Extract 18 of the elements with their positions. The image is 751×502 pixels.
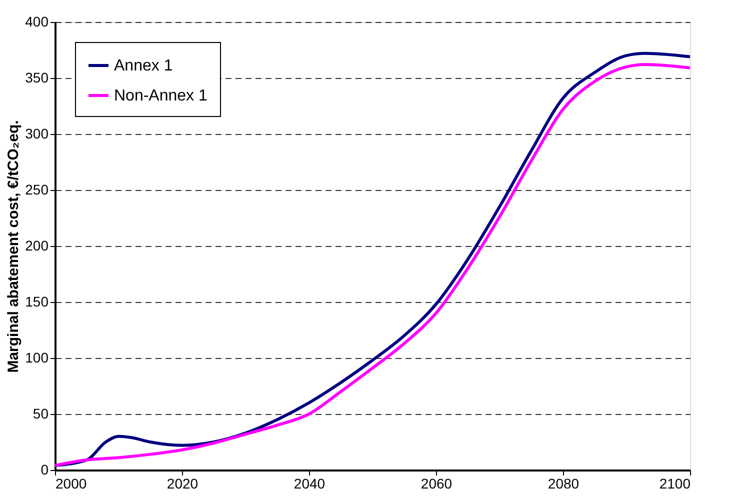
x-tick-label: 2060 (420, 476, 452, 492)
y-tick-label: 300 (25, 126, 49, 142)
y-tick-label: 350 (25, 70, 49, 86)
y-tick-label: 100 (25, 350, 49, 366)
y-tick-label: 400 (25, 14, 49, 30)
y-axis-title: Marginal abatement cost, €/tCO₂eq. (5, 120, 22, 373)
y-tick-label: 200 (25, 238, 49, 254)
y-tick-label: 50 (32, 406, 49, 422)
x-tick-label: 2020 (166, 476, 198, 492)
y-tick-label: 250 (25, 182, 49, 198)
x-tick-label: 2040 (294, 476, 326, 492)
x-tick-label: 2080 (548, 476, 580, 492)
x-tick-label: 2100 (659, 476, 691, 492)
x-tick-label: 2000 (56, 476, 87, 492)
y-tick-label: 150 (25, 294, 49, 310)
y-tick-label: 0 (40, 462, 49, 478)
legend-label: Annex 1 (114, 58, 173, 74)
legend-label: Non-Annex 1 (114, 88, 208, 104)
